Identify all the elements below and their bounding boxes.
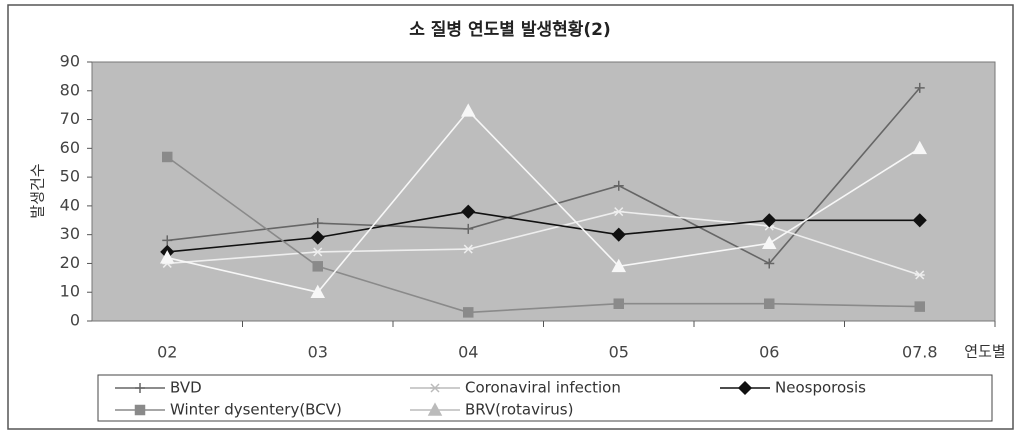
legend-marker	[135, 383, 145, 393]
data-point	[461, 204, 476, 219]
x-tick-label: 06	[759, 343, 779, 362]
data-point	[159, 250, 175, 264]
data-point	[764, 298, 775, 309]
x-tick-label: 02	[157, 343, 177, 362]
legend-label: Winter dysentery(BCV)	[170, 401, 342, 419]
legend-label: BVD	[170, 379, 202, 397]
data-point	[762, 213, 777, 228]
legend-marker	[737, 380, 753, 396]
legend-label: BRV(rotavirus)	[465, 401, 573, 419]
x-tick-label: 05	[609, 343, 629, 362]
legend-marker	[430, 383, 440, 393]
data-point	[914, 82, 925, 93]
data-point	[613, 180, 624, 191]
data-point	[310, 230, 325, 245]
x-tick-label: 04	[458, 343, 478, 362]
y-tick-label: 60	[60, 138, 80, 157]
data-point	[312, 218, 323, 229]
y-tick-label: 50	[60, 167, 80, 186]
y-tick-label: 70	[60, 109, 80, 128]
data-point	[914, 301, 925, 312]
data-point	[914, 270, 925, 280]
data-point	[613, 207, 624, 217]
data-point	[611, 258, 627, 273]
x-axis-label: 연도별	[964, 343, 1005, 361]
y-tick-label: 40	[60, 195, 80, 214]
data-point	[611, 227, 626, 242]
data-point	[310, 284, 326, 298]
y-axis-label: 발생건수	[29, 163, 47, 218]
data-point	[312, 247, 323, 257]
data-point	[912, 140, 928, 155]
series-line	[167, 210, 920, 253]
y-tick-label: 80	[60, 80, 80, 99]
x-tick-label: 07.8	[902, 343, 938, 362]
data-point	[764, 258, 775, 269]
x-tick-label: 03	[308, 343, 328, 362]
y-tick-label: 0	[70, 311, 80, 330]
y-tick-label: 90	[60, 52, 80, 71]
y-tick-label: 20	[60, 253, 80, 272]
series-line	[166, 156, 920, 314]
data-point	[162, 151, 173, 163]
data-point	[460, 103, 476, 117]
legend-marker	[134, 404, 146, 416]
legend-label: Neosporosis	[775, 379, 866, 397]
legend-label: Coronaviral infection	[465, 379, 621, 397]
data-point	[162, 235, 173, 246]
data-point	[912, 213, 927, 228]
data-point	[463, 244, 474, 254]
legend-box	[97, 374, 993, 422]
data-point	[463, 307, 474, 318]
y-tick-label: 10	[60, 282, 80, 301]
data-point	[613, 298, 624, 309]
data-point	[463, 223, 474, 234]
chart-title: 소 질병 연도별 발생현황(2)	[409, 19, 611, 40]
plot-area	[91, 61, 996, 322]
y-tick-label: 30	[60, 224, 80, 243]
data-point	[761, 235, 777, 250]
data-point	[312, 261, 323, 272]
series-line	[167, 109, 921, 294]
legend-marker	[427, 402, 443, 416]
series-line	[167, 210, 921, 276]
